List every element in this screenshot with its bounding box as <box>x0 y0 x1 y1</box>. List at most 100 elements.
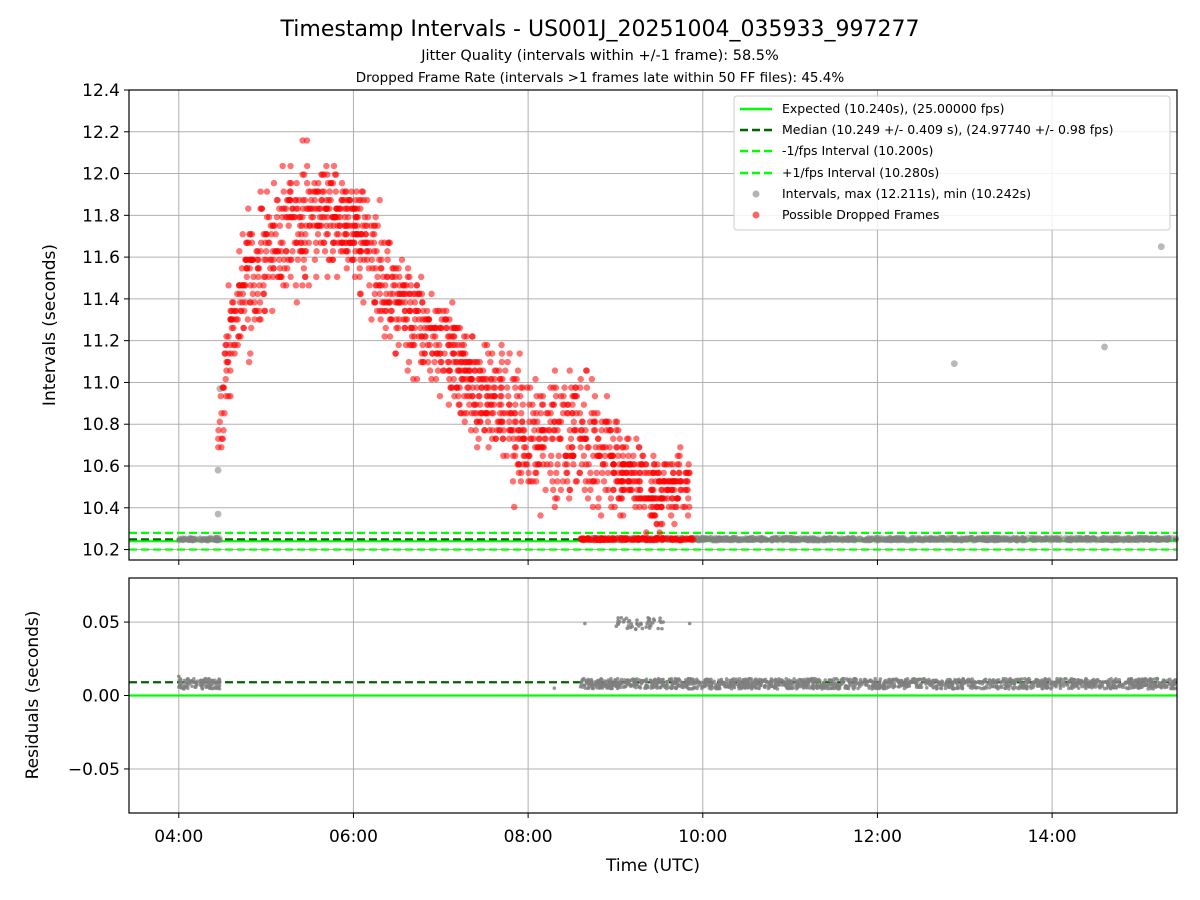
interval-point <box>1133 534 1141 542</box>
interval-point <box>1111 536 1119 544</box>
dropped-frame-point <box>324 273 331 281</box>
interval-point <box>1080 536 1087 543</box>
interval-point <box>1004 535 1011 543</box>
interval-point <box>1151 536 1159 543</box>
interval-point <box>1147 535 1155 543</box>
interval-point <box>842 536 849 543</box>
dropped-frame-point <box>516 350 523 357</box>
dropped-frame-point <box>565 495 573 502</box>
interval-point <box>838 535 845 542</box>
dropped-frame-point <box>251 307 259 315</box>
dropped-frame-point <box>506 401 513 408</box>
dropped-frame-point <box>372 213 379 221</box>
interval-point <box>970 537 977 544</box>
dropped-frame-point <box>516 435 524 442</box>
dropped-frame-point <box>623 536 631 543</box>
interval-point <box>783 535 790 542</box>
residual-point <box>694 680 699 684</box>
interval-point <box>745 536 752 544</box>
residual-point <box>795 685 800 690</box>
interval-point <box>779 535 786 543</box>
interval-point <box>212 536 219 544</box>
dropped-frame-point <box>247 282 254 289</box>
dropped-frame-point <box>603 392 611 400</box>
interval-point <box>796 534 804 542</box>
interval-point <box>815 535 822 542</box>
dropped-frame-point <box>497 392 504 400</box>
interval-point <box>971 537 978 544</box>
dropped-frame-point <box>249 290 256 298</box>
interval-point <box>799 535 806 542</box>
residual-point <box>882 679 887 684</box>
dropped-frame-point <box>587 486 594 494</box>
interval-point <box>729 535 737 543</box>
interval-point <box>950 535 958 543</box>
interval-point <box>204 537 211 544</box>
dropped-frame-point <box>294 256 302 263</box>
dropped-frame-point <box>555 452 562 460</box>
residual-point <box>1144 681 1149 686</box>
interval-point <box>729 534 737 542</box>
dropped-frame-point <box>676 469 683 477</box>
residual-point <box>822 686 827 690</box>
interval-point <box>1125 536 1132 543</box>
dropped-frame-point <box>273 196 281 204</box>
residual-point <box>1049 685 1054 690</box>
interval-point <box>214 536 221 543</box>
dropped-frame-point <box>372 282 379 289</box>
dropped-frame-point <box>303 162 311 170</box>
interval-point <box>1102 535 1110 543</box>
dropped-frame-point <box>464 384 471 391</box>
dropped-frame-point <box>550 486 557 494</box>
interval-point <box>812 536 819 543</box>
dropped-frame-point <box>396 290 403 298</box>
interval-point <box>758 535 765 542</box>
dropped-frame-point <box>343 231 350 238</box>
dropped-frame-point <box>313 248 320 255</box>
interval-point <box>1137 534 1144 542</box>
interval-point <box>199 536 206 544</box>
interval-point <box>877 535 884 542</box>
dropped-frame-point <box>505 392 512 400</box>
residuals-panel: 0.05 0.00 −0.05 04:00 06:00 08:00 10:00 12:00 1… <box>23 577 1178 876</box>
residual-point <box>633 627 638 631</box>
dropped-frame-point <box>279 239 286 246</box>
dropped-frame-point <box>403 282 410 289</box>
interval-point <box>185 536 192 544</box>
interval-point <box>698 534 705 542</box>
dropped-frame-point <box>257 188 264 195</box>
interval-point <box>189 537 196 544</box>
interval-point <box>886 535 893 542</box>
residual-point <box>928 683 932 687</box>
interval-point <box>838 536 846 544</box>
interval-point <box>910 536 917 543</box>
interval-point <box>867 535 875 543</box>
residual-point <box>800 680 804 684</box>
interval-point <box>1030 536 1038 544</box>
interval-point <box>994 535 1001 542</box>
residual-point <box>847 680 852 685</box>
interval-point <box>967 535 975 542</box>
dropped-frame-point <box>258 205 266 212</box>
dropped-frame-point <box>496 409 504 417</box>
dropped-frame-point <box>356 290 364 298</box>
residual-point <box>663 683 668 688</box>
residual-point <box>1044 685 1049 690</box>
dropped-frame-point <box>377 265 385 272</box>
dropped-frame-point <box>362 222 369 229</box>
interval-point <box>182 535 190 542</box>
interval-point <box>1100 535 1107 542</box>
interval-point <box>917 536 924 543</box>
residual-point <box>1113 685 1117 690</box>
legend-plus-fps-label: +1/fps Interval (10.280s) <box>782 165 939 180</box>
residual-point <box>769 681 774 686</box>
residual-point <box>742 679 746 684</box>
interval-point <box>938 535 945 543</box>
dropped-frame-point <box>300 256 308 263</box>
dropped-frame-point <box>594 478 601 485</box>
dropped-frame-point <box>244 316 252 323</box>
interval-point <box>940 535 948 543</box>
dropped-frame-point <box>471 401 478 408</box>
interval-point <box>1089 535 1096 542</box>
